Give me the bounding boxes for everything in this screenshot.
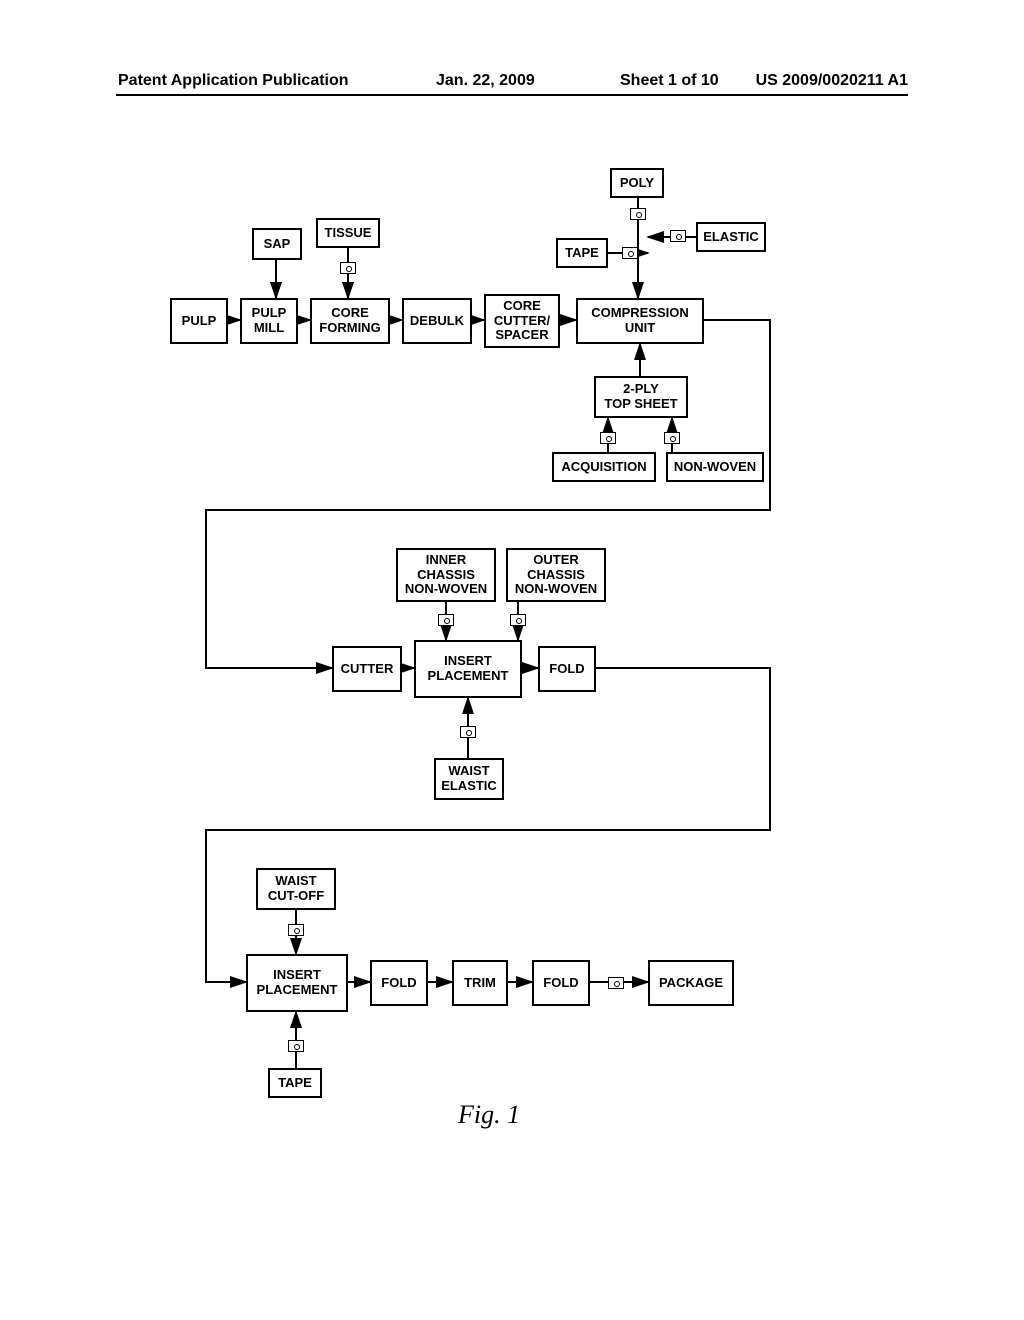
flow-box-top_sheet: 2-PLYTOP SHEET xyxy=(594,376,688,418)
flow-box-pulp_mill: PULPMILL xyxy=(240,298,298,344)
unwind-icon xyxy=(608,977,624,989)
flow-box-tape1: TAPE xyxy=(556,238,608,268)
flow-box-pulp: PULP xyxy=(170,298,228,344)
flow-box-insert2: INSERTPLACEMENT xyxy=(246,954,348,1012)
flow-box-comp_unit: COMPRESSIONUNIT xyxy=(576,298,704,344)
unwind-icon xyxy=(630,208,646,220)
flow-box-debulk: DEBULK xyxy=(402,298,472,344)
flow-box-insert1: INSERTPLACEMENT xyxy=(414,640,522,698)
unwind-icon xyxy=(664,432,680,444)
flow-box-tape2: TAPE xyxy=(268,1068,322,1098)
unwind-icon xyxy=(670,230,686,242)
flow-box-acquisition: ACQUISITION xyxy=(552,452,656,482)
flow-box-waist_cut: WAISTCUT-OFF xyxy=(256,868,336,910)
flow-box-sap: SAP xyxy=(252,228,302,260)
unwind-icon xyxy=(622,247,638,259)
flow-box-nonwoven: NON-WOVEN xyxy=(666,452,764,482)
flow-box-waist_el: WAISTELASTIC xyxy=(434,758,504,800)
flow-box-fold3: FOLD xyxy=(532,960,590,1006)
unwind-icon xyxy=(460,726,476,738)
flow-box-inner_nw: INNERCHASSISNON-WOVEN xyxy=(396,548,496,602)
flow-box-tissue: TISSUE xyxy=(316,218,380,248)
unwind-icon xyxy=(288,924,304,936)
flow-box-fold2: FOLD xyxy=(370,960,428,1006)
flow-box-outer_nw: OUTERCHASSISNON-WOVEN xyxy=(506,548,606,602)
flow-box-package: PACKAGE xyxy=(648,960,734,1006)
flow-box-trim: TRIM xyxy=(452,960,508,1006)
unwind-icon xyxy=(438,614,454,626)
unwind-icon xyxy=(340,262,356,274)
flow-box-cutter: CUTTER xyxy=(332,646,402,692)
diagram-canvas: PULP PULPMILL SAP TISSUE COREFORMING DEBULK CO… xyxy=(0,0,1024,1320)
flow-box-poly: POLY xyxy=(610,168,664,198)
unwind-icon xyxy=(510,614,526,626)
flow-box-core_cut: CORECUTTER/SPACER xyxy=(484,294,560,348)
unwind-icon xyxy=(600,432,616,444)
unwind-icon xyxy=(288,1040,304,1052)
figure-label: Fig. 1 xyxy=(458,1100,520,1130)
flow-box-elastic: ELASTIC xyxy=(696,222,766,252)
flow-box-core_form: COREFORMING xyxy=(310,298,390,344)
flow-box-fold1: FOLD xyxy=(538,646,596,692)
